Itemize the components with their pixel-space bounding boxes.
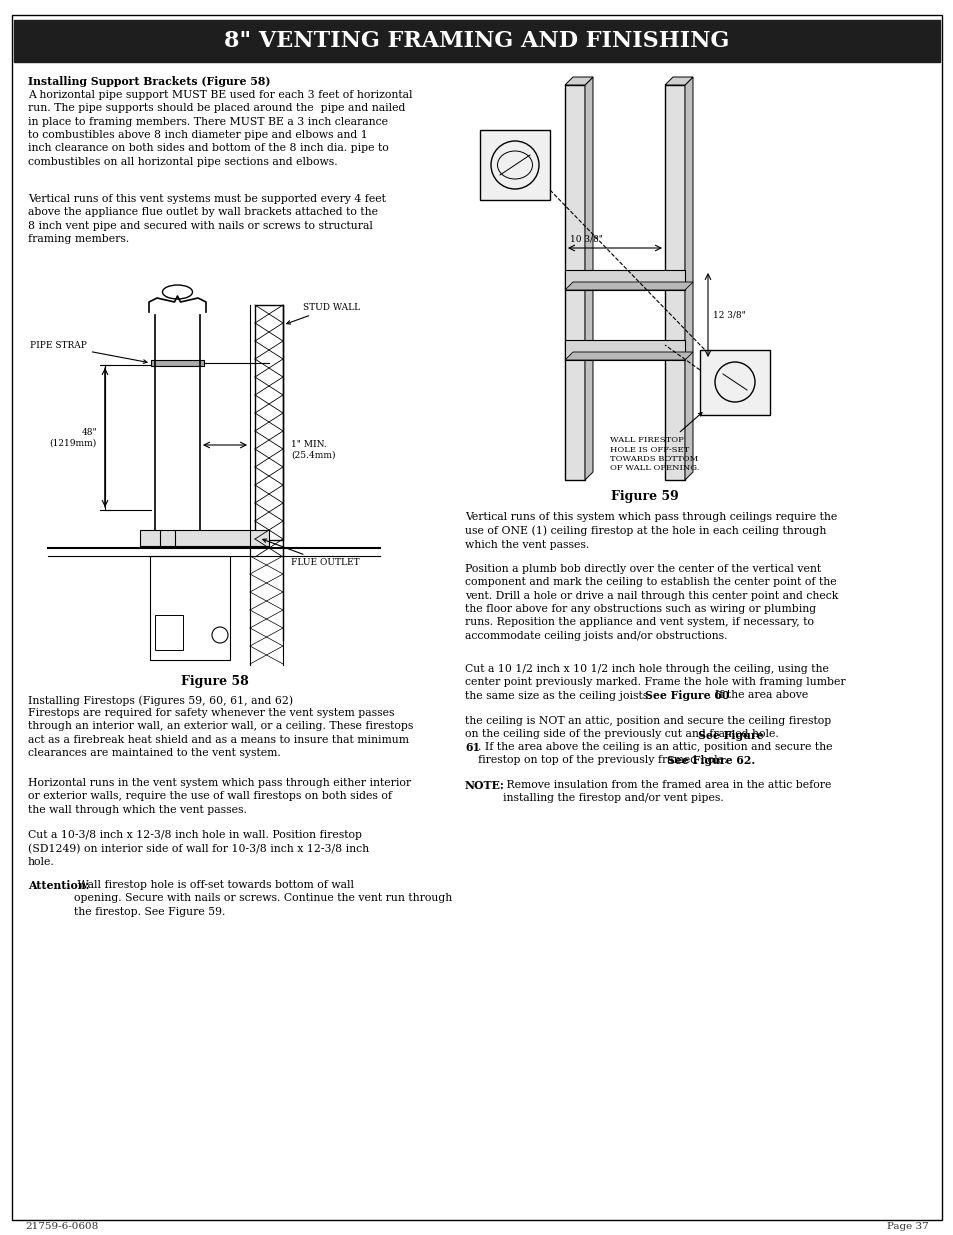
Polygon shape [564,352,692,359]
Text: . If the area above the ceiling is an attic, position and secure the
firestop on: . If the area above the ceiling is an at… [477,742,832,766]
Polygon shape [664,77,692,85]
Text: Installing Firestops (Figures 59, 60, 61, and 62): Installing Firestops (Figures 59, 60, 61… [28,695,293,705]
Text: 12 3/8": 12 3/8" [712,310,745,320]
Text: PIPE STRAP: PIPE STRAP [30,341,147,363]
Bar [479,130,550,200]
Text: Vertical runs of this system which pass through ceilings require the
use of ONE : Vertical runs of this system which pass … [464,513,837,550]
Text: Figure 59: Figure 59 [611,490,679,503]
Text: Position a plumb bob directly over the center of the vertical vent
component and: Position a plumb bob directly over the c… [464,564,838,641]
Text: Page 37: Page 37 [886,1221,928,1231]
Bar [254,305,283,540]
Text: 1" MIN.
(25.4mm): 1" MIN. (25.4mm) [291,440,335,459]
Polygon shape [584,77,593,480]
Polygon shape [564,77,593,85]
Text: WALL FIRESTOP
HOLE IS OFF-SET
TOWARDS BOTTOM
OF WALL OPENING.: WALL FIRESTOP HOLE IS OFF-SET TOWARDS BO… [609,412,701,472]
Text: Firestops are required for safety whenever the vent system passes
through an int: Firestops are required for safety whenev… [28,708,413,758]
Bar [154,615,183,650]
Text: Figure 58: Figure 58 [181,676,249,688]
Text: Attention:: Attention: [28,881,90,890]
Text: 48"
(1219mm): 48" (1219mm) [50,427,97,447]
Text: Cut a 10-3/8 inch x 12-3/8 inch hole in wall. Position firestop
(SD1249) on inte: Cut a 10-3/8 inch x 12-3/8 inch hole in … [28,830,369,867]
Text: See Figure 62.: See Figure 62. [666,755,755,766]
Text: Vertical runs of this vent systems must be supported every 4 feet
above the appl: Vertical runs of this vent systems must … [28,194,385,245]
Bar [700,350,769,415]
Text: Cut a 10 1/2 inch x 10 1/2 inch hole through the ceiling, using the
center point: Cut a 10 1/2 inch x 10 1/2 inch hole thr… [464,664,844,700]
Bar [151,359,204,366]
Polygon shape [684,77,692,480]
Text: FLUE OUTLET: FLUE OUTLET [262,538,359,567]
Bar [564,270,684,290]
Text: Wall firestop hole is off-set towards bottom of wall
opening. Secure with nails : Wall firestop hole is off-set towards bo… [74,881,452,916]
Text: . If the area above: . If the area above [707,690,807,700]
Bar [140,530,269,546]
Text: Remove insulation from the framed area in the attic before
installing the firest: Remove insulation from the framed area i… [502,781,830,803]
Polygon shape [564,282,692,290]
Bar [664,85,684,480]
Text: 21759-6-0608: 21759-6-0608 [25,1221,98,1231]
Text: 61: 61 [464,742,479,753]
Text: 10 3/8": 10 3/8" [569,235,602,245]
Text: See Figure 60: See Figure 60 [644,690,729,701]
Text: the ceiling is NOT an attic, position and secure the ceiling firestop
on the cei: the ceiling is NOT an attic, position an… [464,716,830,740]
Text: NOTE:: NOTE: [464,781,504,790]
Bar [564,85,584,480]
Text: See Figure: See Figure [698,730,762,741]
Text: A horizontal pipe support MUST BE used for each 3 feet of horizontal
run. The pi: A horizontal pipe support MUST BE used f… [28,90,412,167]
Bar [14,20,939,62]
Text: STUD WALL: STUD WALL [287,303,359,324]
Text: 8" VENTING FRAMING AND FINISHING: 8" VENTING FRAMING AND FINISHING [224,30,729,52]
Text: Horizontal runs in the vent system which pass through either interior
or exterio: Horizontal runs in the vent system which… [28,778,411,815]
Bar [150,556,230,659]
Text: Installing Support Brackets (Figure 58): Installing Support Brackets (Figure 58) [28,77,271,86]
Bar [564,340,684,359]
